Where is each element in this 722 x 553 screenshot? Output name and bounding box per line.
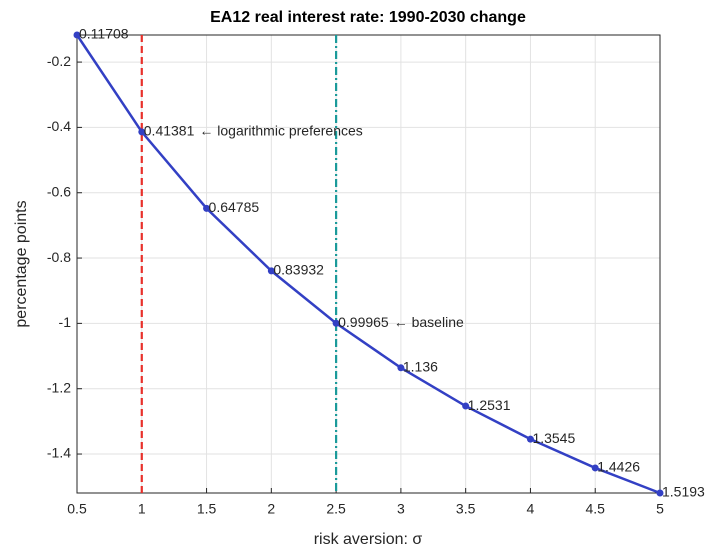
y-tick-label: -0.2 [47, 53, 71, 69]
data-label: 0.11708 [79, 26, 129, 42]
data-label: 1.5193 [662, 484, 705, 500]
x-tick-label: 1 [138, 501, 146, 517]
data-label: 0.99965 [338, 314, 389, 330]
annotation: ← baseline [394, 314, 464, 330]
marker [203, 204, 211, 212]
annotation: ← logarithmic preferences [199, 123, 362, 139]
x-tick-label: 2.5 [326, 501, 346, 517]
marker [462, 402, 470, 410]
y-tick-label: -0.8 [47, 249, 71, 265]
y-tick-label: -1 [59, 314, 72, 330]
marker [138, 128, 146, 136]
marker [591, 464, 599, 472]
data-label: 1.3545 [532, 430, 575, 446]
data-label: 0.41381 [144, 123, 195, 139]
x-tick-label: 1.5 [197, 501, 217, 517]
chart-title: EA12 real interest rate: 1990-2030 chang… [210, 9, 526, 26]
x-tick-label: 3 [397, 501, 405, 517]
line [75, 34, 661, 495]
x-tick-label: 0.5 [67, 501, 87, 517]
y-axis-label: percentage points [13, 200, 30, 327]
y-tick-label: -0.6 [47, 183, 71, 199]
data-label: 1.136 [403, 359, 438, 375]
marker [397, 364, 405, 372]
marker [656, 489, 664, 497]
x-tick-label: 4.5 [585, 501, 605, 517]
marker [332, 319, 340, 327]
data-label: 1.4426 [597, 459, 640, 475]
x-axis-label: risk aversion: σ [314, 531, 423, 548]
x-tick-label: 5 [656, 501, 664, 517]
data-label: 1.2531 [468, 397, 511, 413]
y-tick-label: -0.4 [47, 118, 71, 134]
x-tick-label: 3.5 [456, 501, 476, 517]
y-tick-label: -1.4 [47, 445, 71, 461]
marker [73, 31, 81, 39]
x-tick-label: 2 [267, 501, 275, 517]
marker [267, 267, 275, 275]
x-tick-label: 4 [527, 501, 535, 517]
y-tick-label: -1.2 [47, 379, 71, 395]
plot-frame [76, 34, 661, 494]
marker [526, 435, 534, 443]
data-label: 0.64785 [209, 199, 260, 215]
data-label: 0.83932 [273, 262, 324, 278]
